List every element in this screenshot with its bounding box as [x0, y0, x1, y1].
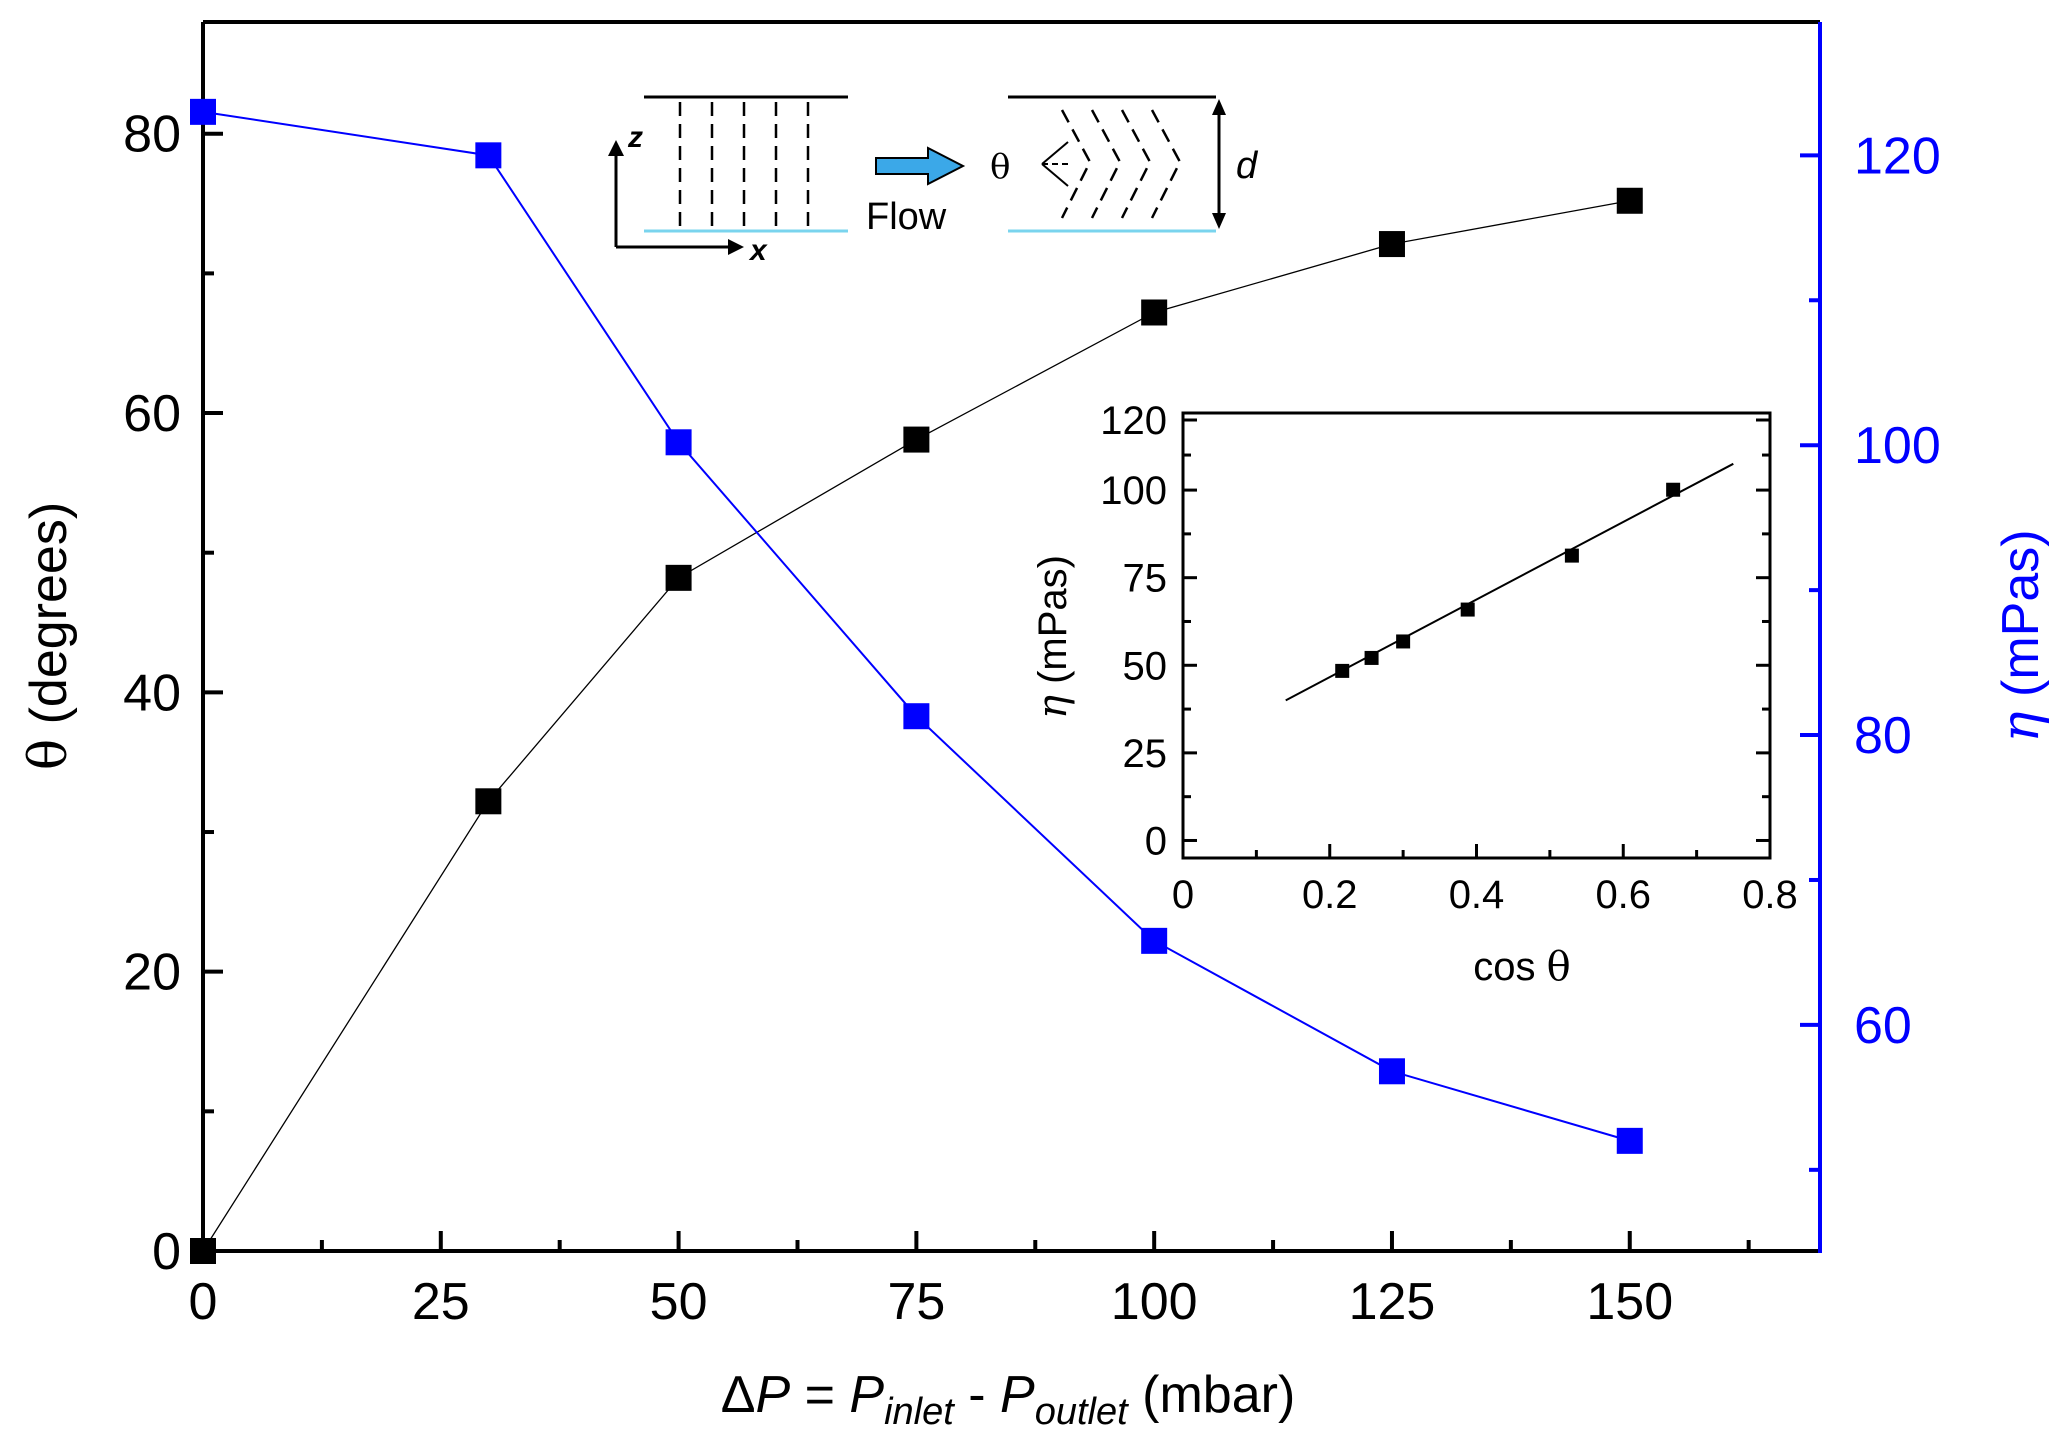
main-y-tick-label: 0: [152, 1223, 181, 1281]
main-y2-ticks: 60 80 100 120: [1800, 127, 1941, 1172]
inset-data-point: [1364, 650, 1379, 665]
main-plot-frame: [201, 20, 1822, 1253]
inset-data-point: [1460, 602, 1475, 617]
main-x-tick-label: 75: [887, 1273, 945, 1331]
main-y-tick-label: 40: [123, 664, 181, 722]
schematic-theta-label: θ: [990, 147, 1010, 187]
thickness-arrowhead-up: [1212, 99, 1226, 115]
main-y-tick-label: 60: [123, 385, 181, 443]
main-y2-tick-label: 60: [1854, 997, 1912, 1055]
theta-data-point: [190, 1238, 216, 1264]
main-y2-tick-label: 100: [1854, 417, 1941, 475]
inset-y-axis-label: η (mPas): [1030, 555, 1076, 719]
inset-x-tick-label: 0.2: [1302, 873, 1358, 917]
inset-y-tick-label: 25: [1123, 732, 1168, 776]
inset-series: [1285, 462, 1734, 702]
theta-data-point: [475, 788, 502, 815]
thickness-arrowhead-down: [1212, 213, 1226, 229]
inset-fit-line: [1285, 462, 1734, 702]
inset-x-tick-label: 0.4: [1449, 873, 1505, 917]
left-vertical-layers: [678, 102, 810, 227]
inset-y-ticks: 0 25 50 75 100 120: [1100, 399, 1770, 863]
inset-y-tick-label: 100: [1100, 469, 1167, 513]
theta-data-point: [1141, 299, 1168, 326]
main-y2-tick-label: 120: [1854, 127, 1941, 185]
inset-data-point: [1335, 663, 1350, 678]
eta-data-point: [1378, 1058, 1405, 1085]
main-x-tick-label: 100: [1111, 1273, 1198, 1331]
inset-data-point: [1396, 634, 1411, 649]
main-y-ticks: 0 20 40 60 80: [123, 106, 223, 1281]
inset-x-axis-label: cos θ: [1473, 944, 1570, 990]
inset-y-tick-label: 75: [1123, 557, 1168, 601]
flow-arrow-icon: [875, 146, 966, 186]
main-x-tick-label: 25: [412, 1273, 470, 1331]
schematic-x-label: x: [748, 234, 768, 267]
inset-x-ticks: 0 0.2 0.4 0.6 0.8: [1172, 844, 1798, 917]
inset-y-tick-label: 50: [1123, 644, 1168, 688]
schematic-d-label: d: [1236, 145, 1259, 187]
flow-label: Flow: [866, 196, 947, 238]
theta-data-point: [1616, 187, 1643, 214]
inset-plot-frame: [1181, 411, 1772, 860]
eta-data-point: [1141, 927, 1168, 954]
x-axis-arrowhead: [728, 239, 744, 255]
right-tilted-layers: [1060, 109, 1182, 219]
main-x-ticks: 0 25 50 75 100 125 150: [189, 1231, 1751, 1331]
flow-schematic: z x Flow θ d: [608, 95, 1259, 267]
main-y2-tick-label: 80: [1854, 707, 1912, 765]
main-x-tick-label: 50: [650, 1273, 708, 1331]
theta-data-point: [665, 564, 692, 591]
main-series: [190, 98, 1643, 1264]
main-series-line: [202, 110, 1631, 1142]
inset-data-point: [1564, 548, 1579, 563]
inset-y-tick-label: 0: [1145, 819, 1167, 863]
angle-indicator: [1041, 141, 1070, 187]
eta-data-point: [475, 142, 502, 169]
z-axis-arrowhead: [608, 140, 624, 156]
main-y2-axis-label: η (mPas): [1991, 529, 2051, 742]
inset-data-point: [1666, 482, 1681, 497]
inset-x-tick-label: 0: [1172, 873, 1194, 917]
inset-x-tick-label: 0.6: [1595, 873, 1651, 917]
main-x-tick-label: 0: [189, 1273, 218, 1331]
schematic-z-label: z: [627, 121, 643, 154]
eta-data-point: [1616, 1127, 1643, 1154]
inset-y-tick-label: 120: [1100, 399, 1167, 443]
inset-x-tick-label: 0.8: [1742, 873, 1798, 917]
main-y-tick-label: 20: [123, 944, 181, 1002]
main-y-tick-label: 80: [123, 106, 181, 164]
main-x-tick-label: 125: [1349, 1273, 1436, 1331]
main-y-axis-label: θ (degrees): [19, 502, 79, 770]
theta-data-point: [903, 426, 930, 453]
eta-data-point: [903, 703, 930, 730]
theta-data-point: [1378, 231, 1405, 258]
inset-border: [1181, 411, 1772, 860]
main-x-tick-label: 150: [1586, 1273, 1673, 1331]
main-x-axis-label: ΔP = Pinlet - Poutlet (mbar): [721, 1366, 1296, 1433]
eta-data-point: [665, 429, 692, 456]
eta-data-point: [190, 98, 216, 125]
